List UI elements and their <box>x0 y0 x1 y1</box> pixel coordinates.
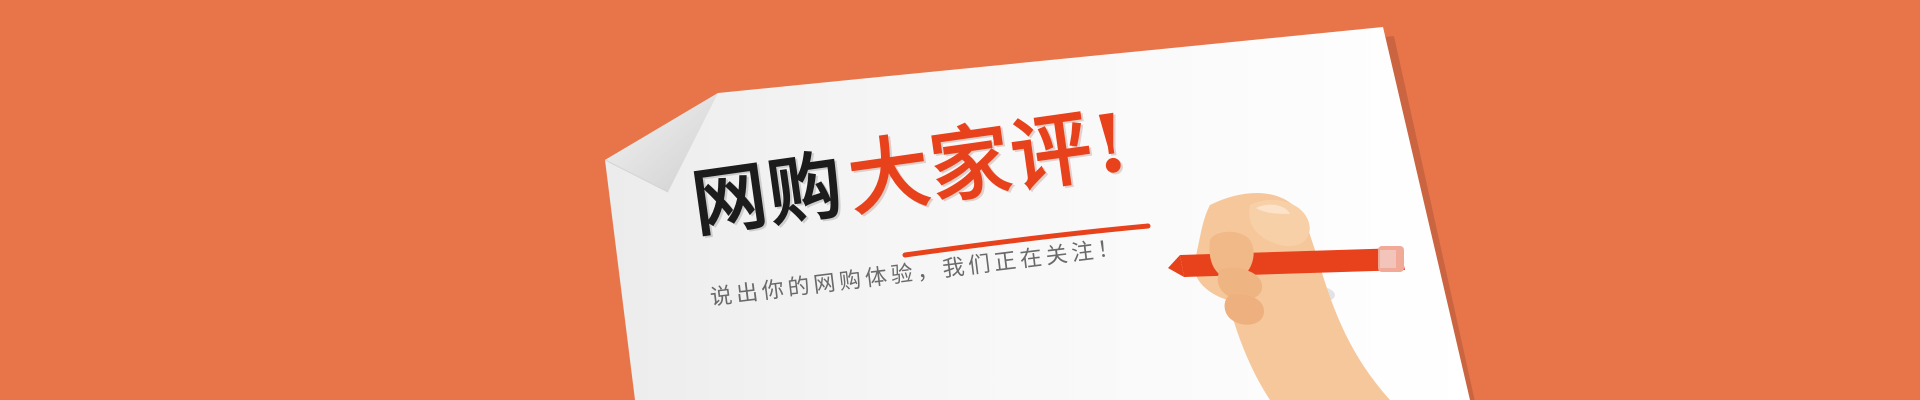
paper-curl <box>605 93 718 192</box>
hand-holding-crayon-icon <box>1168 193 1405 400</box>
